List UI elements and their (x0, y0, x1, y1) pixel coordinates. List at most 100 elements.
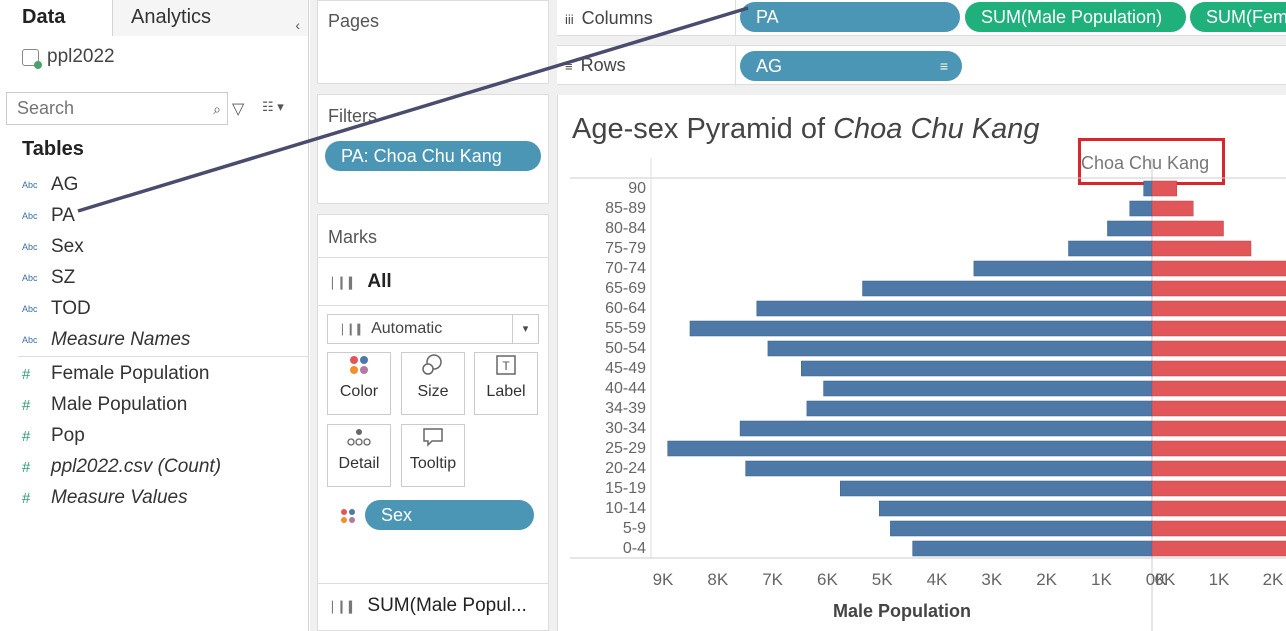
field-name: AG (51, 174, 79, 195)
dimension-type-icon: Abc (22, 335, 38, 345)
male-pop-marks-label: SUM(Male Popul... (367, 595, 527, 616)
male-bar (1143, 180, 1153, 197)
field-female-population[interactable]: # Female Population (22, 360, 209, 388)
filters-title: Filters (328, 106, 377, 126)
datasource-item[interactable]: ppl2022 (22, 46, 115, 69)
field-measure-values[interactable]: # Measure Values (22, 484, 188, 512)
field-male-population[interactable]: # Male Population (22, 391, 187, 419)
row-label: 34-39 (605, 400, 646, 417)
row-pill-ag[interactable]: AG ≡ (740, 51, 962, 81)
male-axis-tick: 4K (927, 570, 948, 589)
view-options-icon[interactable]: ☷ ▾ (262, 99, 284, 114)
marks-all-label: All (367, 271, 392, 292)
field-sz[interactable]: Abc SZ (22, 264, 75, 292)
measure-type-icon: # (22, 489, 31, 507)
filters-card[interactable]: Filters PA: Choa Chu Kang (317, 94, 549, 204)
tab-analytics[interactable]: Analytics ‹ (113, 0, 308, 36)
male-bar (878, 500, 1153, 517)
row-label: 40-44 (605, 380, 646, 397)
sort-icon: ≡ (939, 58, 948, 74)
field-pa[interactable]: Abc PA (22, 202, 75, 230)
female-bar (1151, 380, 1286, 397)
detail-icon (328, 425, 390, 455)
field-pop[interactable]: # Pop (22, 422, 85, 450)
rows-shelf-label: ≡ Rows (565, 55, 626, 76)
column-pill-male-population[interactable]: SUM(Male Population) (965, 2, 1186, 32)
rows-shelf[interactable]: ≡ Rows AG ≡ (557, 45, 1286, 86)
field-name: TOD (51, 298, 91, 319)
measure-type-icon: # (22, 458, 31, 476)
row-label: 70-74 (605, 260, 646, 277)
color-button[interactable]: Color (327, 352, 391, 415)
columns-label-text: Columns (581, 8, 653, 28)
columns-shelf[interactable]: iii Columns PA SUM(Male Population) SUM(F… (557, 0, 1286, 36)
rows-label-text: Rows (580, 55, 626, 75)
marks-divider (318, 257, 548, 258)
search-input[interactable] (17, 98, 202, 119)
female-bar (1151, 180, 1177, 197)
field-divider (18, 356, 309, 357)
x-axis-label: Male Population (833, 601, 971, 621)
female-bar (1151, 260, 1286, 277)
bar-mark-icon: ▏▎▍ (332, 278, 358, 290)
row-label: 15-19 (605, 480, 646, 497)
tooltip-icon (402, 425, 464, 455)
field-measure-names[interactable]: Abc Measure Names (22, 326, 190, 354)
male-axis-tick: 1K (1091, 570, 1112, 589)
field-ag[interactable]: Abc AG (22, 171, 78, 199)
detail-button[interactable]: Detail (327, 424, 391, 487)
field-ppl2022-csv-count[interactable]: # ppl2022.csv (Count) (22, 453, 221, 481)
field-tod[interactable]: Abc TOD (22, 295, 91, 323)
male-axis-tick: 2K (1036, 570, 1057, 589)
male-bar (973, 260, 1153, 277)
male-bar (912, 540, 1153, 557)
tooltip-button[interactable]: Tooltip (401, 424, 465, 487)
male-bar (1068, 240, 1153, 257)
search-icon[interactable]: ⌕ (213, 101, 221, 117)
row-label: 85-89 (605, 200, 646, 217)
rows-divider (735, 46, 736, 86)
male-pop-marks-row[interactable]: ▏▎▍ SUM(Male Popul... (332, 595, 527, 617)
male-axis-tick: 7K (762, 570, 783, 589)
filter-icon[interactable]: ▽ (232, 101, 245, 118)
row-label: 25-29 (605, 440, 646, 457)
marks-all-row[interactable]: ▏▎▍ All (332, 271, 392, 293)
field-name: Female Population (51, 363, 210, 384)
filter-pill-pa[interactable]: PA: Choa Chu Kang (325, 141, 541, 171)
row-label: 55-59 (605, 320, 646, 337)
row-label: 60-64 (605, 300, 646, 317)
female-bar (1151, 480, 1286, 497)
field-name: Measure Values (51, 487, 188, 508)
label-button[interactable]: T Label (474, 352, 538, 415)
marks-divider-3 (318, 583, 548, 584)
female-bar (1151, 240, 1252, 257)
female-bar (1151, 460, 1286, 477)
svg-text:T: T (502, 359, 510, 373)
male-axis-tick: 6K (817, 570, 838, 589)
collapse-pane-icon[interactable]: ‹ (295, 17, 300, 33)
pages-card[interactable]: Pages (317, 0, 549, 84)
column-pill-female-population[interactable]: SUM(Fem (1190, 2, 1286, 32)
field-sex[interactable]: Abc Sex (22, 233, 84, 261)
search-box: ⌕ (6, 92, 228, 125)
size-button[interactable]: Size (401, 352, 465, 415)
female-bar (1151, 280, 1286, 297)
color-label: Color (339, 383, 379, 400)
pane-tabs: Data Analytics ‹ (0, 0, 308, 36)
male-axis-tick: 8K (707, 570, 728, 589)
sex-pill[interactable]: Sex (365, 500, 534, 530)
row-label: 0-4 (623, 540, 646, 557)
tab-data[interactable]: Data (0, 0, 113, 36)
row-label: 20-24 (605, 460, 646, 477)
field-name: Male Population (51, 394, 188, 415)
chevron-down-icon[interactable]: ▾ (512, 315, 538, 343)
female-bar (1151, 320, 1286, 337)
field-name: Pop (51, 425, 85, 446)
columns-icon: iii (565, 12, 574, 27)
mark-type-select[interactable]: ▏▎▍ Automatic ▾ (327, 314, 539, 344)
column-pill-pa[interactable]: PA (740, 2, 960, 32)
male-bar (801, 360, 1153, 377)
female-bar (1151, 220, 1224, 237)
male-axis-tick: 0K (1146, 570, 1167, 589)
dimension-type-icon: Abc (22, 211, 38, 221)
